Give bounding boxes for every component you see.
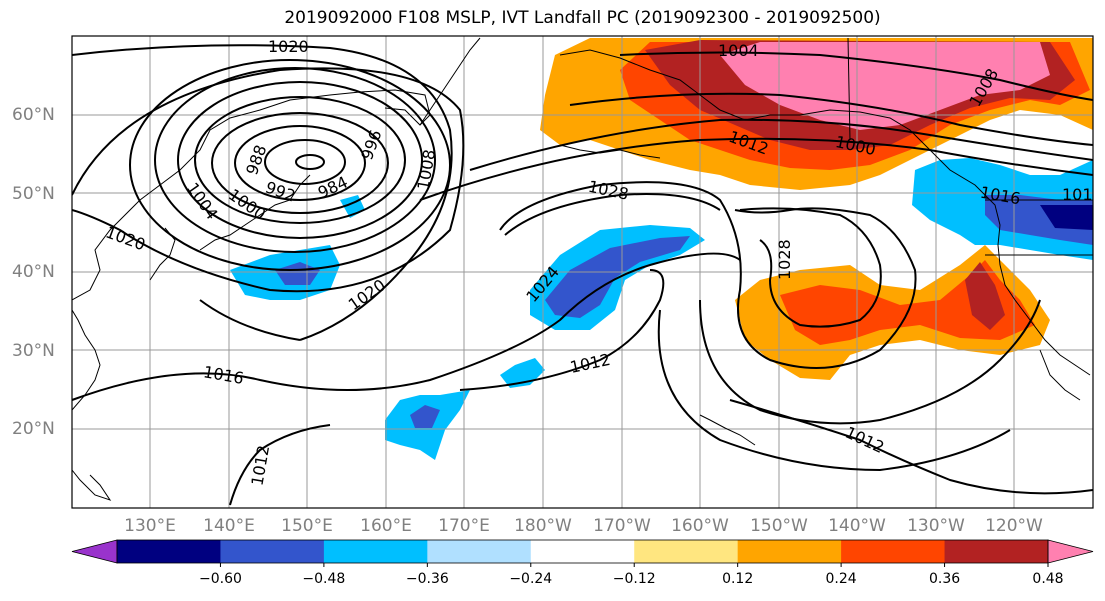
coastlines <box>72 37 1093 501</box>
contour-label: 1020 <box>268 37 309 56</box>
contour-996 <box>194 96 406 224</box>
colorbar-tick-label: 0.36 <box>929 571 960 587</box>
map-frame <box>71 35 1094 509</box>
colorbar-tick-label: −0.36 <box>406 571 449 587</box>
longitude-labels: 130°E 140°E 150°E 160°E 170°E 180°W 170°… <box>124 516 1043 536</box>
colorbar-segment <box>841 540 946 563</box>
contour-1012-south <box>229 424 331 506</box>
coast-hawaii <box>699 414 756 446</box>
colorbar-segment <box>117 540 221 563</box>
contour-low-core <box>295 154 325 170</box>
lon-label: 160°E <box>360 516 412 536</box>
contour-1024 <box>499 181 917 369</box>
lon-label: 160°W <box>671 516 729 536</box>
coast-baja <box>1039 349 1081 401</box>
contour-label: 1028 <box>775 239 794 280</box>
mslp-contours <box>72 44 1093 506</box>
contour-label: 1016 <box>1062 185 1103 204</box>
contour-1004 <box>154 67 436 253</box>
lon-label: 140°W <box>828 516 886 536</box>
ivt-positive-north-pink <box>720 42 1050 130</box>
latitude-labels: 20°N 30°N 40°N 50°N 60°N <box>12 105 55 439</box>
coast-philippines <box>72 469 112 501</box>
contour-1020 <box>72 44 453 341</box>
coast-alaska <box>559 49 1001 266</box>
colorbar-tick-label: −0.60 <box>199 571 242 587</box>
map-title: 2019092000 F108 MSLP, IVT Landfall PC (2… <box>284 8 881 28</box>
contour-992 <box>211 112 389 214</box>
colorbar-segment <box>427 540 532 563</box>
coast-kamchatka <box>419 37 481 126</box>
lon-label: 170°E <box>438 516 490 536</box>
colorbar-tick-label: 0.48 <box>1032 571 1063 587</box>
contour-1012-west <box>72 67 465 293</box>
lat-label: 20°N <box>12 419 55 439</box>
lon-label: 120°W <box>985 516 1043 536</box>
ivt-negative-central-blue <box>545 236 690 318</box>
colorbar-arrow-high <box>1047 539 1094 564</box>
ivt-negative-northeast-navy <box>1040 205 1093 230</box>
lon-label: 150°W <box>750 516 808 536</box>
contour-984 <box>264 139 346 185</box>
lon-label: 130°E <box>124 516 176 536</box>
contour-north-1004 <box>619 51 1093 101</box>
colorbar: −0.60 −0.48 −0.36 −0.24 −0.12 0.12 0.24 0.36 0.4… <box>71 539 1094 587</box>
coast-asia <box>72 89 431 301</box>
lat-label: 30°N <box>12 341 55 361</box>
colorbar-segment <box>220 540 325 563</box>
lon-label: 140°E <box>203 516 255 536</box>
colorbar-tick-label: −0.24 <box>509 571 552 587</box>
contour-alaska-3 <box>569 92 1093 146</box>
contour-988 <box>234 125 366 201</box>
lat-label: 60°N <box>12 105 55 125</box>
contour-outer-east-2 <box>657 309 1011 472</box>
contour-1012-central <box>459 269 665 391</box>
lon-label: 170°W <box>593 516 651 536</box>
lon-label: 130°W <box>907 516 965 536</box>
contour-1016-a <box>72 252 741 401</box>
coast-ca-border <box>847 37 1093 256</box>
coast-na-west <box>999 264 1091 376</box>
colorbar-tick-label: 0.24 <box>826 571 857 587</box>
colorbar-segment <box>737 540 842 563</box>
ivt-negative-west-blue <box>275 262 320 285</box>
colorbar-segment <box>944 540 1049 563</box>
ivt-negative-south-blue <box>410 405 440 428</box>
contour-1008 <box>129 59 451 271</box>
coast-china <box>72 309 101 411</box>
contour-outer-east <box>699 299 1041 425</box>
contour-1028 <box>504 193 882 328</box>
map-area: 1020 1004 1004 988 996 992 984 1000 1008… <box>72 36 1103 508</box>
contour-label: 1004 <box>718 41 759 60</box>
colorbar-segment <box>323 540 428 563</box>
contour-1000 <box>177 81 423 239</box>
colorbar-segment <box>530 540 635 563</box>
colorbar-tick-label: −0.48 <box>302 571 345 587</box>
colorbar-frame <box>116 539 1049 564</box>
lat-label: 50°N <box>12 184 55 204</box>
contour-alaska-2 <box>469 118 1093 171</box>
colorbar-segment <box>634 540 739 563</box>
ivt-positive-east-darkred <box>965 262 1005 330</box>
contour-alaska <box>419 137 1093 201</box>
colorbar-tick-label: −0.12 <box>613 571 656 587</box>
lon-label: 180°W <box>514 516 572 536</box>
colorbar-arrow-low <box>71 539 118 564</box>
lon-label: 150°E <box>281 516 333 536</box>
colorbar-tick-label: 0.12 <box>722 571 753 587</box>
lat-label: 40°N <box>12 262 55 282</box>
ivt-shading <box>230 38 1093 460</box>
